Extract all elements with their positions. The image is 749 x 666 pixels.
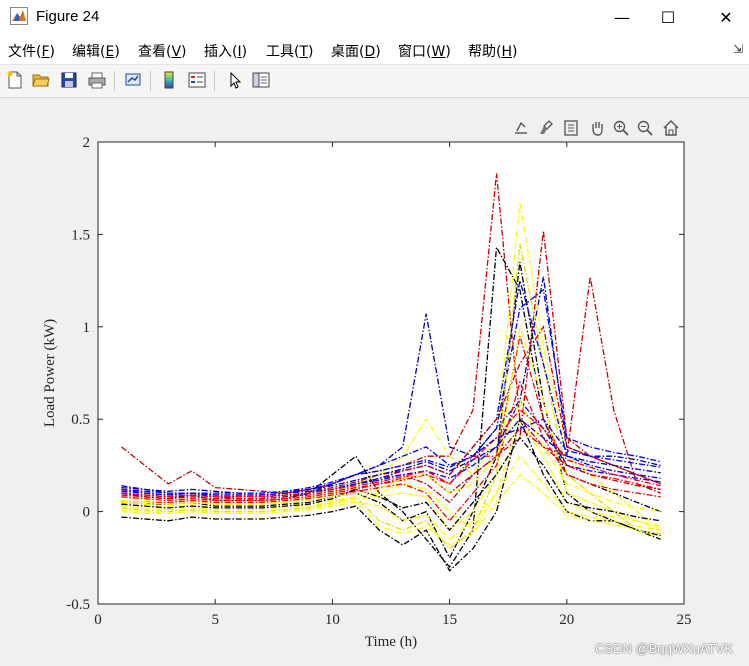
brush-icon[interactable] [536,117,558,139]
pan-icon[interactable] [586,117,608,139]
x-tick-label: 20 [559,612,574,628]
series-line-12 [121,325,661,496]
y-tick-label: 2 [83,135,91,151]
series-line-22 [121,409,661,498]
home-icon[interactable] [660,117,682,139]
title-bar: Figure 24 — ☐ ✕ [0,0,749,34]
x-axis-label: Time (h) [365,634,417,650]
y-axis-label: Load Power (kW) [42,319,58,427]
zoom-out-icon[interactable] [634,117,656,139]
link-plot-icon[interactable] [122,69,144,91]
series-line-17 [121,455,661,541]
property-inspector-icon[interactable] [250,69,272,91]
series-line-24 [121,418,661,494]
series-line-20 [121,436,661,532]
menu-insert[interactable]: 插入(I) [204,44,248,60]
edit-plot-icon[interactable] [224,69,246,91]
y-tick-label: 1 [83,320,91,336]
series-line-1 [120,173,661,494]
series-line-14 [121,326,661,532]
x-tick-label: 0 [94,612,102,628]
series-line-18 [121,427,661,500]
toolbar-separator [214,71,215,91]
dock-pin-icon[interactable]: ⇲ [732,42,743,56]
toolbar-separator [114,71,115,91]
y-tick-label: 0.5 [71,412,90,428]
series-line-19 [121,418,661,494]
y-tick-label: 0 [83,505,91,521]
load-power-chart: 0 5 10 15 20 25-0.500.511.52 Time (h) Load Po… [42,135,692,650]
menu-bar: 文件(F) 编辑(E) 查看(V) 插入(I) 工具(T) 桌面(D) 窗口(W… [0,34,749,65]
series-line-7 [121,261,661,560]
menu-window[interactable]: 窗口(W) [398,44,451,60]
insert-colorbar-icon[interactable] [158,69,180,91]
series-line-21 [121,399,661,513]
series-line-4 [121,202,662,531]
print-icon[interactable] [86,69,108,91]
toolbar-separator [150,71,151,91]
menu-desktop[interactable]: 桌面(D) [331,44,381,60]
export-icon[interactable] [510,117,532,139]
insert-legend-icon[interactable] [186,69,208,91]
axes-box [97,141,685,605]
new-file-icon[interactable] [4,69,26,91]
matlab-figure-icon [10,7,28,25]
data-tips-icon[interactable] [560,117,582,139]
window-title: Figure 24 [36,8,100,25]
figure-canvas: 0 5 10 15 20 25 -0.5 0 0.5 1 1.5 2 Time (h) Load Po… [0,98,749,666]
menu-help[interactable]: 帮助(H) [468,44,518,60]
close-button[interactable]: ✕ [719,7,733,27]
y-tick-label: -0.5 [66,597,90,613]
zoom-in-icon[interactable] [610,117,632,139]
x-tick-label: 10 [325,612,340,628]
minimize-button[interactable]: — [614,7,630,27]
plot-background [98,142,684,604]
x-tick-label: 25 [677,612,692,628]
watermark: CSDN @BqqWXuATVK [595,641,733,656]
menu-tools[interactable]: 工具(T) [266,44,314,60]
x-tick-label: 15 [442,612,457,628]
menu-edit[interactable]: 编辑(E) [72,44,120,60]
maximize-button[interactable]: ☐ [660,7,676,27]
series-line-5 [121,230,661,504]
figure-toolbar [0,65,749,98]
open-folder-icon[interactable] [30,69,52,91]
y-tick-label: 1.5 [71,227,90,243]
save-icon[interactable] [58,69,80,91]
menu-file[interactable]: 文件(F) [8,44,55,60]
menu-view[interactable]: 查看(V) [138,44,187,60]
series-line-16 [121,380,661,522]
x-tick-label: 5 [211,612,219,628]
